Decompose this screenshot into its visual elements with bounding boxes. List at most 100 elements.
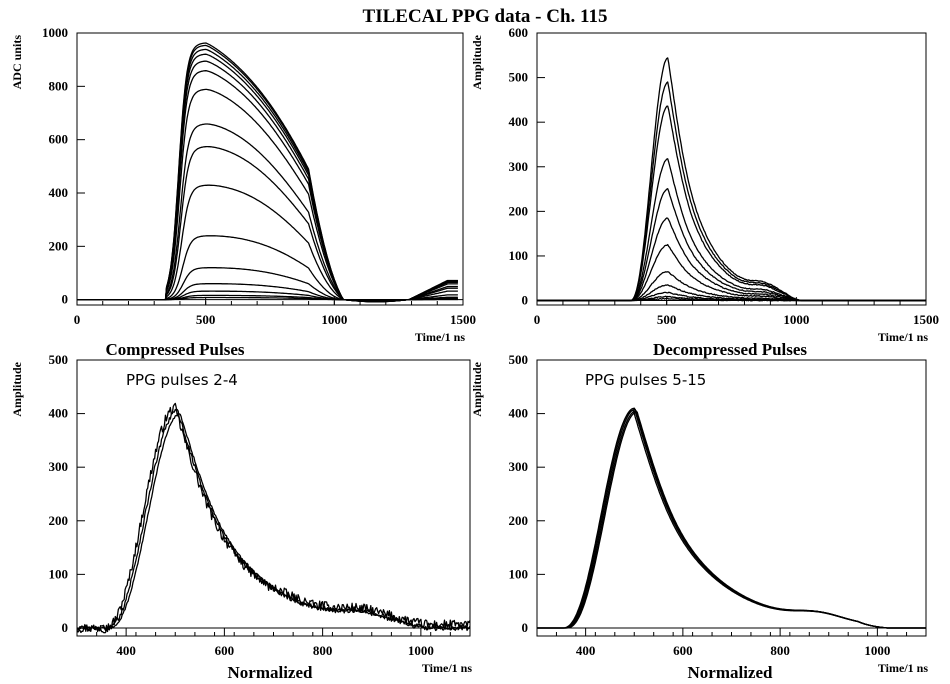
- chart-panel-p1: 0 100 200 300 400 500 600 0 500 1000 1500 Time/1 ns…: [470, 25, 939, 359]
- y-tick-label: 500: [509, 352, 529, 367]
- y-axis-label: Amplitude: [470, 34, 484, 89]
- series-line-0: [537, 407, 926, 629]
- x-tick-label: 400: [576, 643, 596, 658]
- y-tick-label: 200: [49, 513, 69, 528]
- series-group: [537, 57, 926, 302]
- y-tick-label: 100: [49, 566, 69, 581]
- y-axis: 0 100 200 300 400 500 600: [509, 25, 545, 308]
- y-tick-label: 800: [49, 78, 69, 93]
- y-tick-label: 0: [522, 293, 529, 308]
- x-axis-label: Time/1 ns: [422, 661, 472, 675]
- panel-title: Normalized: [228, 663, 314, 682]
- series-line-2: [76, 412, 471, 630]
- y-tick-label: 500: [509, 70, 529, 85]
- series-line-11: [77, 267, 458, 301]
- series-line-1: [76, 408, 471, 632]
- y-tick-label: 0: [62, 620, 69, 635]
- y-tick-label: 0: [62, 292, 69, 307]
- series-group: [537, 407, 926, 629]
- plot-frame: [536, 359, 927, 637]
- x-tick-label: 1000: [783, 312, 809, 327]
- y-tick-label: 300: [509, 459, 529, 474]
- series-group: [76, 402, 471, 634]
- y-tick-label: 200: [49, 238, 69, 253]
- y-tick-label: 600: [49, 132, 69, 147]
- chart-panel-p3: 0 100 200 300 400 500 400 600 800 1000 Time/1 ns Am…: [470, 352, 928, 682]
- series-line-7: [77, 123, 458, 302]
- y-tick-label: 100: [509, 566, 529, 581]
- x-tick-label: 500: [657, 312, 677, 327]
- panel-title: Compressed Pulses: [106, 340, 245, 359]
- panel-title: Decompressed Pulses: [653, 340, 807, 359]
- x-tick-label: 600: [673, 643, 693, 658]
- y-axis-label: Amplitude: [470, 361, 484, 416]
- plot-frame: [76, 359, 471, 637]
- y-tick-label: 400: [509, 114, 529, 129]
- series-line-15: [77, 296, 458, 301]
- series-line-2: [77, 48, 458, 303]
- x-tick-label: 1000: [321, 312, 347, 327]
- y-tick-label: 400: [49, 406, 69, 421]
- series-line-5: [537, 217, 926, 302]
- y-tick-label: 600: [509, 25, 529, 40]
- series-line-3: [537, 411, 926, 629]
- series-line-11: [537, 297, 926, 302]
- series-line-0: [76, 402, 471, 634]
- series-line-10: [77, 235, 458, 301]
- x-axis: 0 500 1000 1500: [74, 297, 476, 327]
- x-axis-label: Time/1 ns: [415, 330, 465, 344]
- plot-frame: [536, 32, 927, 306]
- panel-annotation: PPG pulses 5-15: [585, 371, 706, 389]
- y-tick-label: 400: [509, 406, 529, 421]
- x-tick-label: 1500: [450, 312, 476, 327]
- plot-frame: [76, 32, 464, 306]
- series-line-9: [77, 184, 458, 302]
- chart-panel-p2: 0 100 200 300 400 500 400 600 800 1000 Time/1 ns Am…: [10, 352, 472, 682]
- x-tick-label: 0: [534, 312, 541, 327]
- x-tick-label: 500: [196, 312, 216, 327]
- series-line-6: [537, 243, 926, 302]
- y-tick-label: 200: [509, 203, 529, 218]
- y-tick-label: 300: [49, 459, 69, 474]
- y-axis: 0 200 400 600 800 1000: [42, 25, 85, 307]
- series-line-4: [77, 60, 458, 303]
- series-line-7: [537, 271, 926, 302]
- series-line-0: [77, 42, 458, 303]
- x-tick-label: 0: [74, 312, 81, 327]
- panel-title: Normalized: [688, 663, 774, 682]
- x-tick-label: 1000: [864, 643, 890, 658]
- series-line-3: [537, 158, 926, 302]
- x-tick-label: 800: [313, 643, 333, 658]
- y-tick-label: 400: [49, 185, 69, 200]
- x-axis: 400 600 800 1000: [536, 628, 927, 658]
- y-tick-label: 300: [509, 159, 529, 174]
- x-tick-label: 600: [215, 643, 235, 658]
- x-axis: 0 500 1000 1500: [534, 297, 939, 327]
- figure-title: TILECAL PPG data - Ch. 115: [363, 6, 608, 27]
- y-axis: 0 100 200 300 400 500: [49, 352, 85, 635]
- y-axis: 0 100 200 300 400 500: [509, 352, 545, 635]
- x-axis: 400 600 800 1000: [76, 628, 471, 658]
- chart-panel-p0: 0 200 400 600 800 1000 0 500 1000 1500 Time/1 ns AD…: [10, 25, 476, 359]
- series-line-8: [77, 145, 458, 302]
- x-tick-label: 1000: [408, 643, 434, 658]
- series-line-1: [537, 81, 926, 302]
- y-axis-label: Amplitude: [10, 361, 24, 416]
- y-tick-label: 500: [49, 352, 69, 367]
- y-tick-label: 100: [509, 248, 529, 263]
- x-tick-label: 400: [116, 643, 136, 658]
- x-tick-label: 1500: [913, 312, 939, 327]
- x-axis-label: Time/1 ns: [878, 330, 928, 344]
- y-tick-label: 200: [509, 513, 529, 528]
- series-line-1: [77, 44, 458, 303]
- series-line-1: [537, 408, 926, 629]
- y-tick-label: 0: [522, 620, 529, 635]
- y-axis-label: ADC units: [10, 35, 24, 90]
- panel-annotation: PPG pulses 2-4: [126, 371, 238, 389]
- x-tick-label: 800: [770, 643, 790, 658]
- series-line-0: [537, 57, 926, 302]
- series-line-4: [537, 409, 926, 629]
- x-axis-label: Time/1 ns: [878, 661, 928, 675]
- series-group: [77, 42, 458, 303]
